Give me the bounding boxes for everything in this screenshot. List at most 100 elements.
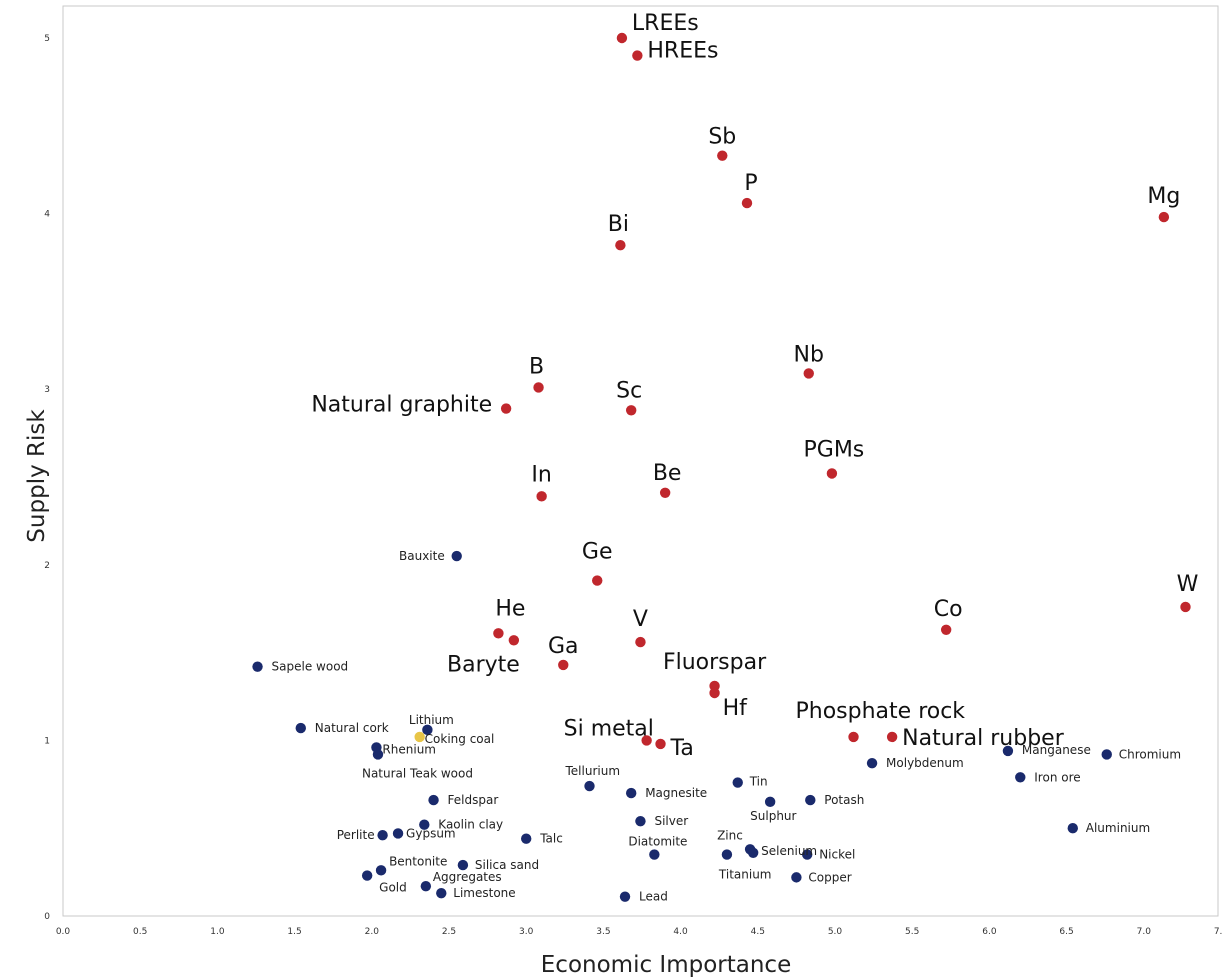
data-label: Natural cork (315, 721, 389, 735)
data-label: Baryte (447, 652, 520, 677)
data-label: Nickel (819, 848, 855, 862)
data-point (616, 32, 628, 44)
data-label: Tellurium (565, 764, 621, 778)
data-label: He (495, 596, 525, 621)
x-tick-label: 6.0 (982, 927, 997, 937)
data-label: Bauxite (399, 549, 445, 563)
x-tick-label: 5.0 (828, 927, 843, 937)
data-label: Silica sand (475, 858, 539, 872)
data-point (625, 405, 637, 416)
x-tick-label: 3.0 (519, 927, 534, 937)
y-tick-label: 5 (44, 34, 50, 44)
data-point (632, 50, 643, 61)
data-point (791, 872, 802, 883)
data-point (802, 849, 813, 860)
x-tick-label: 2.0 (365, 927, 380, 937)
data-label: Iron ore (1034, 770, 1080, 784)
data-label: Si metal (564, 716, 654, 741)
data-point (451, 550, 462, 562)
data-label: Gold (379, 881, 407, 895)
x-tick-label: 5.5 (905, 927, 919, 937)
y-axis-label: Supply Risk (24, 409, 50, 543)
data-point (655, 738, 666, 750)
data-label: Ge (582, 540, 613, 565)
data-point (592, 575, 603, 586)
data-label: Bentonite (389, 854, 447, 868)
data-point (372, 749, 384, 760)
data-point (717, 150, 728, 161)
data-point (584, 780, 595, 792)
data-point (635, 636, 646, 648)
x-tick-label: 7.0 (1137, 927, 1152, 937)
data-point (493, 628, 504, 639)
x-tick-label: 2.5 (442, 927, 456, 937)
data-point (536, 491, 547, 502)
axis-ticks: 0.0 0.5 1.0 1.5 2.0 2.5 3.0 3.5 4.0 4.5 5.0 5.5 6.0 6… (44, 34, 1223, 937)
x-tick-label: 0.0 (56, 927, 71, 937)
data-label: Rhenium (382, 742, 436, 756)
data-point (1158, 211, 1170, 223)
data-point (615, 240, 626, 251)
data-point (457, 859, 469, 871)
data-label: Ta (670, 736, 694, 761)
data-point (414, 731, 425, 743)
data-point (747, 847, 759, 858)
x-axis-label: Economic Importance (541, 952, 791, 978)
data-label: Manganese (1022, 743, 1091, 757)
data-label: Mg (1147, 184, 1180, 209)
data-label: Zinc (717, 828, 743, 842)
data-label: Molybdenum (886, 756, 964, 770)
data-label: Lead (639, 890, 668, 904)
data-label: Natural graphite (311, 393, 492, 418)
data-point (1180, 601, 1191, 613)
data-label: Lithium (409, 713, 454, 727)
point-labels: LREEs HREEs Sb P Mg Bi Nb B Natural graphite Sc PG… (272, 11, 1199, 904)
data-point (721, 849, 733, 860)
data-label: Chromium (1119, 747, 1181, 761)
data-point (709, 687, 720, 699)
data-label: W (1177, 572, 1199, 597)
data-label: Natural rubber (902, 726, 1065, 751)
data-label: Tin (749, 775, 768, 789)
y-tick-label: 1 (44, 736, 50, 746)
data-label: Phosphate rock (796, 699, 966, 724)
data-label: Perlite (337, 828, 375, 842)
data-label: Potash (824, 793, 864, 807)
data-label: Aluminium (1086, 821, 1150, 835)
data-label: Copper (808, 870, 851, 884)
data-point (764, 796, 776, 808)
data-point (436, 887, 447, 899)
data-label: PGMs (804, 437, 865, 462)
data-label: B (529, 354, 544, 379)
data-point (252, 661, 263, 672)
data-point (375, 865, 387, 876)
x-tick-label: 3.5 (596, 927, 610, 937)
x-tick-label: 4.0 (673, 927, 688, 937)
data-label: Selenium (761, 844, 817, 858)
data-point (805, 794, 816, 806)
data-label: Sapele wood (272, 660, 349, 674)
x-tick-label: 1.0 (210, 927, 225, 937)
data-point (635, 815, 646, 827)
x-tick-label: 0.5 (133, 927, 147, 937)
data-point (295, 722, 306, 734)
data-label: Kaolin clay (438, 818, 503, 832)
data-label: Natural Teak wood (362, 766, 473, 780)
data-point (732, 777, 743, 788)
data-point (848, 731, 859, 743)
data-label: Sulphur (750, 809, 796, 823)
data-point (419, 819, 430, 830)
data-point (508, 635, 520, 646)
data-label: Magnesite (645, 786, 707, 800)
y-tick-label: 3 (44, 385, 50, 395)
data-point (361, 870, 373, 881)
data-label: Co (934, 597, 963, 622)
data-label: LREEs (632, 11, 699, 36)
data-point (886, 731, 898, 743)
data-label: Coking coal (425, 732, 495, 746)
data-point (377, 830, 388, 841)
data-point (625, 787, 637, 799)
data-point (741, 197, 753, 209)
data-point (558, 659, 569, 671)
